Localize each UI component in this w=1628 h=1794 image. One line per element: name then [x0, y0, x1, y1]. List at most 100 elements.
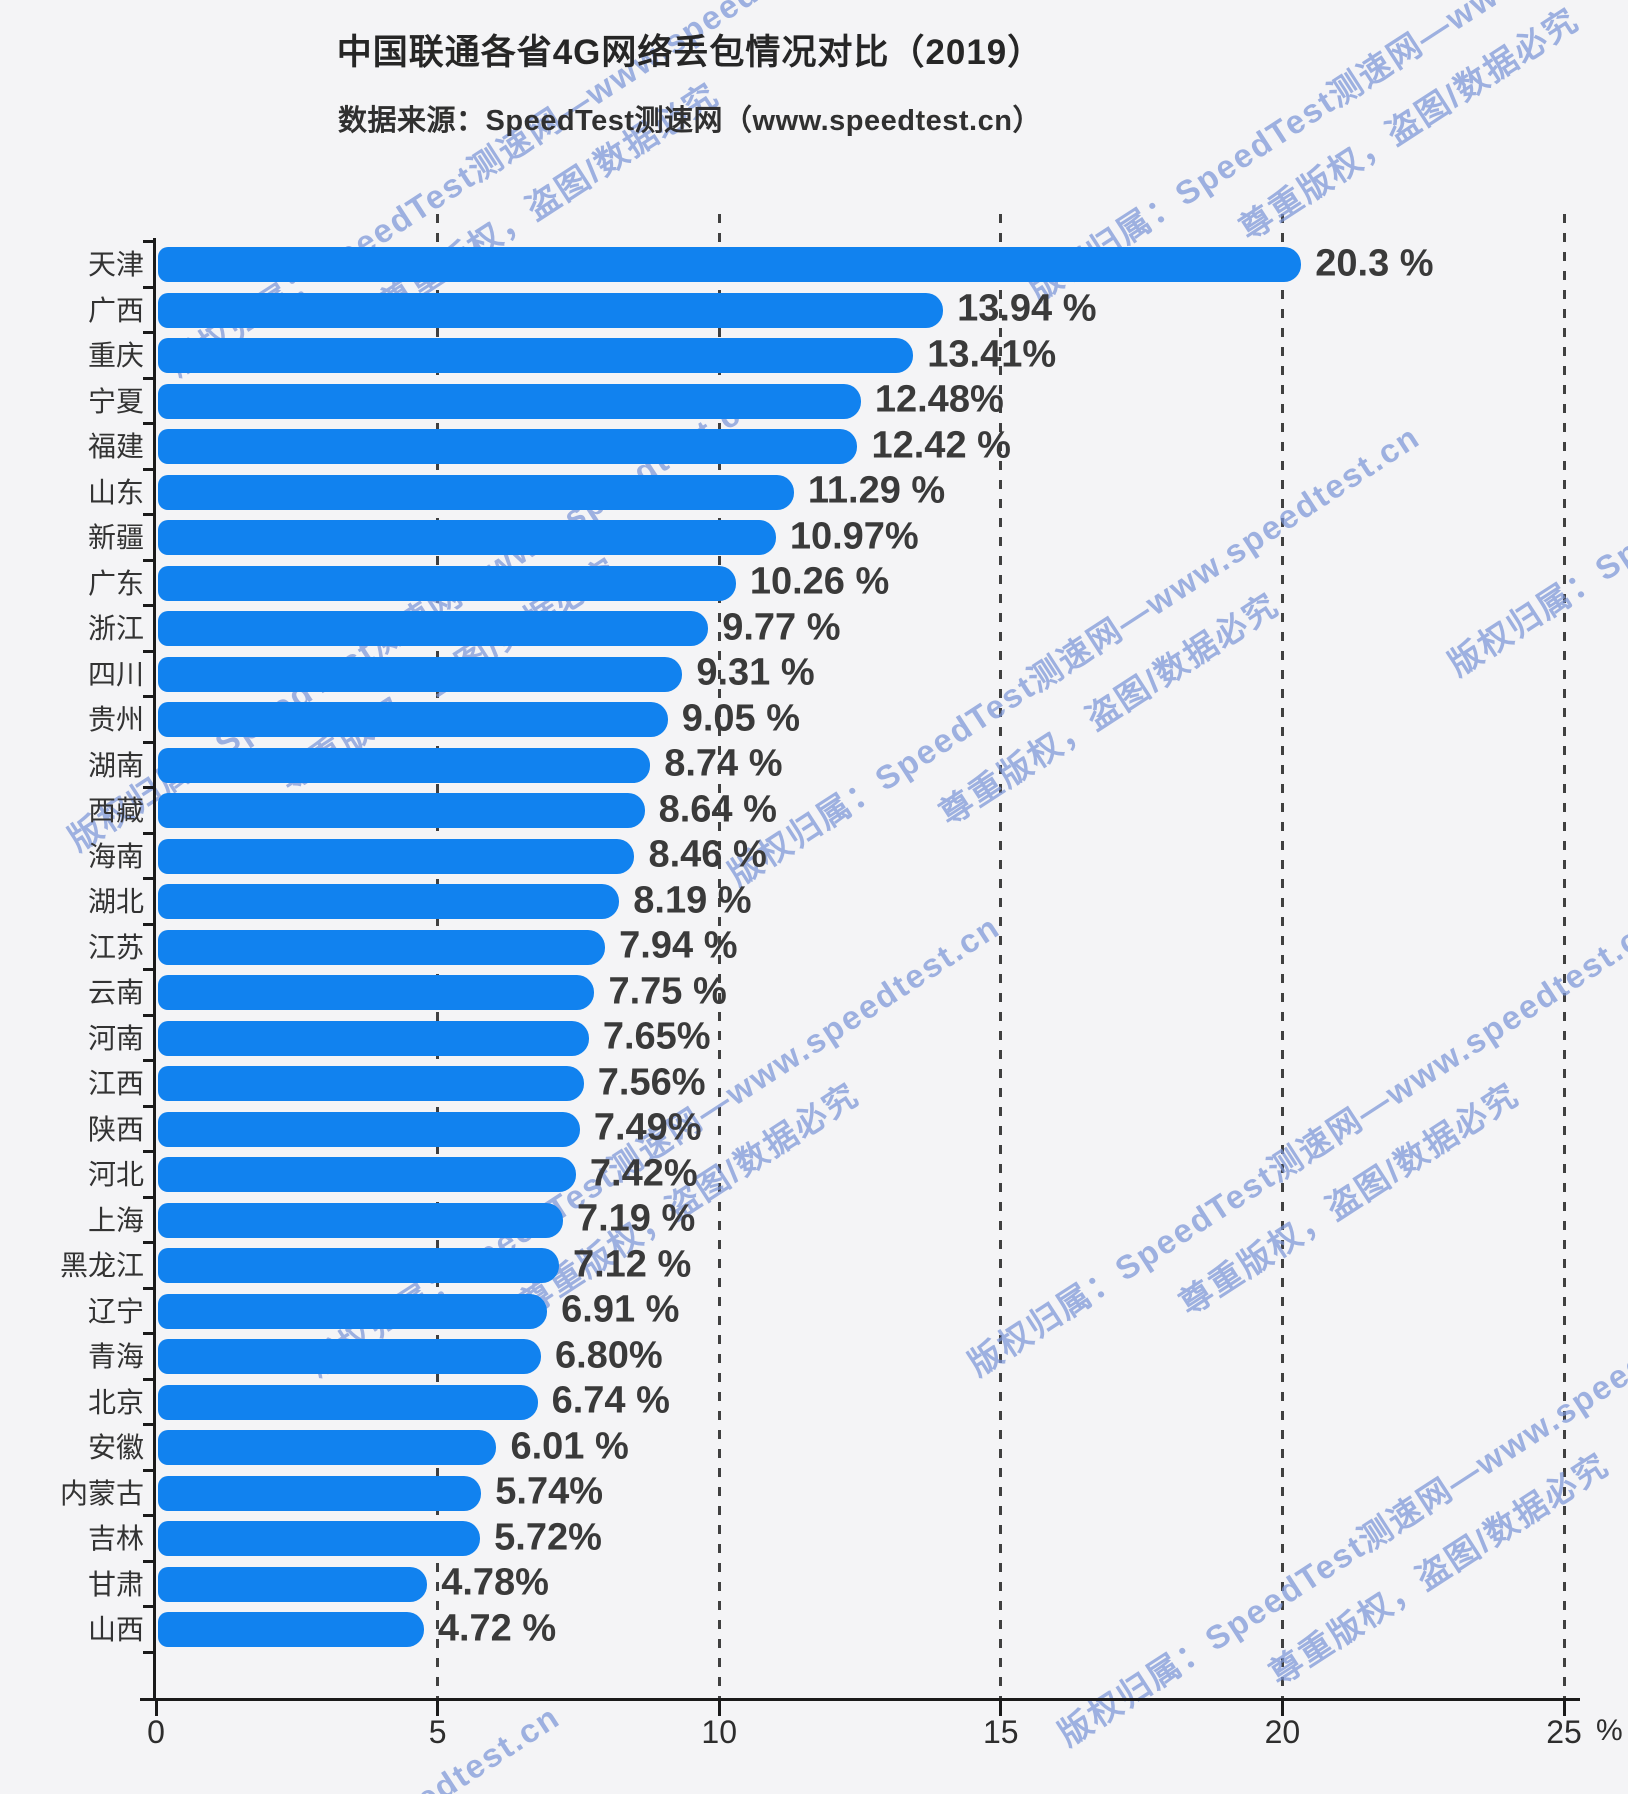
value-label: 6.80%: [554, 1334, 663, 1377]
x-tick-label: 20: [1264, 1714, 1301, 1750]
bar: [158, 1293, 548, 1329]
y-axis-tick: [143, 740, 156, 744]
value-label: 9.77 %: [722, 606, 841, 649]
province-label: 黑龙江: [59, 1250, 144, 1281]
x-tick-label: 0: [147, 1714, 165, 1750]
province-label: 四川: [87, 658, 144, 690]
bar: [158, 793, 645, 828]
bar: [158, 1339, 541, 1374]
province-label: 辽宁: [87, 1295, 144, 1327]
value-label: 8.74 %: [664, 742, 783, 785]
y-axis-tick: [143, 331, 156, 335]
bar: [158, 1475, 482, 1511]
province-label: 河南: [87, 1022, 144, 1054]
y-axis-tick: [143, 1605, 156, 1609]
value-label: 8.64 %: [658, 788, 777, 831]
x-axis-tick: [717, 1701, 721, 1716]
x-tick-label: 25: [1546, 1714, 1582, 1750]
bar: [158, 1384, 538, 1420]
bar: [158, 383, 861, 419]
province-label: 北京: [87, 1386, 144, 1418]
province-label: 山西: [87, 1614, 144, 1645]
y-axis-tick: [143, 1150, 156, 1154]
gridline-20: [1280, 214, 1284, 1700]
value-label: 6.74 %: [551, 1379, 670, 1422]
x-axis-tick: [154, 1701, 158, 1716]
y-axis-tick: [143, 467, 156, 471]
copyright-watermark: 版权归属：SpeedTest测速网—www.speedtest.cn尊重版权，盗…: [0, 1691, 603, 1794]
province-label: 湖北: [87, 886, 144, 917]
value-label: 7.75 %: [608, 970, 727, 1013]
value-label: 12.42 %: [871, 424, 1011, 467]
province-label: 广西: [87, 294, 144, 326]
bar: [158, 1612, 424, 1647]
y-axis-tick: [143, 1468, 156, 1472]
x-axis-tick: [436, 1701, 440, 1716]
province-label: 湖南: [87, 749, 144, 781]
value-label: 8.19 %: [633, 879, 752, 922]
y-axis-tick: [143, 513, 156, 517]
y-axis-tick: [143, 285, 156, 289]
y-axis-tick: [143, 422, 156, 426]
bar: [158, 611, 709, 646]
y-axis-tick: [143, 786, 156, 790]
bar: [158, 429, 858, 464]
bar: [158, 1566, 428, 1602]
y-axis-tick: [143, 1241, 156, 1245]
y-axis-tick: [143, 558, 156, 562]
y-axis-tick: [143, 1195, 156, 1199]
value-label: 7.12 %: [572, 1243, 692, 1286]
province-label: 陕西: [87, 1113, 144, 1145]
y-axis-tick: [143, 695, 156, 699]
value-label: 7.65%: [602, 1015, 711, 1058]
value-label: 4.78%: [441, 1561, 549, 1604]
bar: [158, 1111, 580, 1147]
value-label: 10.26 %: [749, 560, 890, 603]
x-axis-unit-label: %: [1596, 1714, 1623, 1747]
value-label: 5.74%: [495, 1470, 604, 1513]
province-label: 安徽: [87, 1432, 144, 1463]
value-label: 6.91 %: [561, 1288, 680, 1331]
bar: [158, 1521, 481, 1556]
y-axis-tick: [143, 1059, 156, 1063]
bar: [158, 1430, 497, 1465]
bar: [158, 884, 620, 919]
x-tick-label: 15: [983, 1714, 1019, 1750]
value-label: 5.72%: [494, 1516, 602, 1559]
province-label: 河北: [87, 1159, 144, 1190]
province-label: 云南: [87, 977, 144, 1008]
province-label: 广东: [87, 567, 144, 599]
bar: [158, 474, 794, 510]
y-axis-tick: [143, 1286, 156, 1290]
copyright-watermark: 版权归属：SpeedTest测速网—www.speedtest.cn尊重版权，盗…: [1437, 201, 1628, 739]
bar: [158, 1066, 584, 1101]
y-axis-tick: [143, 1104, 156, 1108]
bar: [158, 338, 914, 373]
province-label: 江苏: [87, 931, 144, 963]
y-axis-tick: [143, 1332, 156, 1336]
bar: [158, 1248, 559, 1283]
watermark-line2: 尊重版权，盗图/数据必究: [1172, 1075, 1525, 1323]
province-label: 甘肃: [87, 1568, 144, 1600]
y-axis-tick: [143, 968, 156, 972]
province-label: 西藏: [87, 795, 144, 826]
gridline-15: [999, 214, 1003, 1700]
bar: [158, 1202, 563, 1238]
x-axis-tick: [999, 1701, 1003, 1716]
y-axis-tick: [143, 1423, 156, 1427]
y-axis-tick: [143, 1650, 156, 1654]
y-axis-tick: [143, 1514, 156, 1518]
chart-subtitle: 数据来源：SpeedTest测速网（www.speedtest.cn）: [338, 105, 1042, 137]
bar: [158, 1020, 589, 1056]
province-label: 吉林: [87, 1523, 144, 1554]
value-label: 11.29 %: [807, 469, 946, 512]
gridline-10: [717, 214, 721, 1700]
watermark-line2: 尊重版权，盗图/数据必究: [0, 1744, 603, 1794]
y-axis-tick: [143, 831, 156, 835]
bar: [158, 1157, 576, 1192]
value-label: 9.05 %: [681, 697, 800, 740]
y-axis-tick: [143, 922, 156, 926]
province-label: 浙江: [87, 613, 144, 644]
bar: [158, 702, 668, 737]
